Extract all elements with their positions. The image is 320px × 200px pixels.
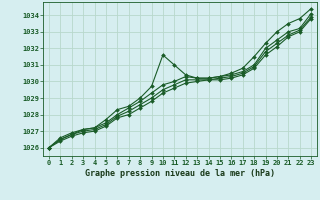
X-axis label: Graphe pression niveau de la mer (hPa): Graphe pression niveau de la mer (hPa) xyxy=(85,169,275,178)
